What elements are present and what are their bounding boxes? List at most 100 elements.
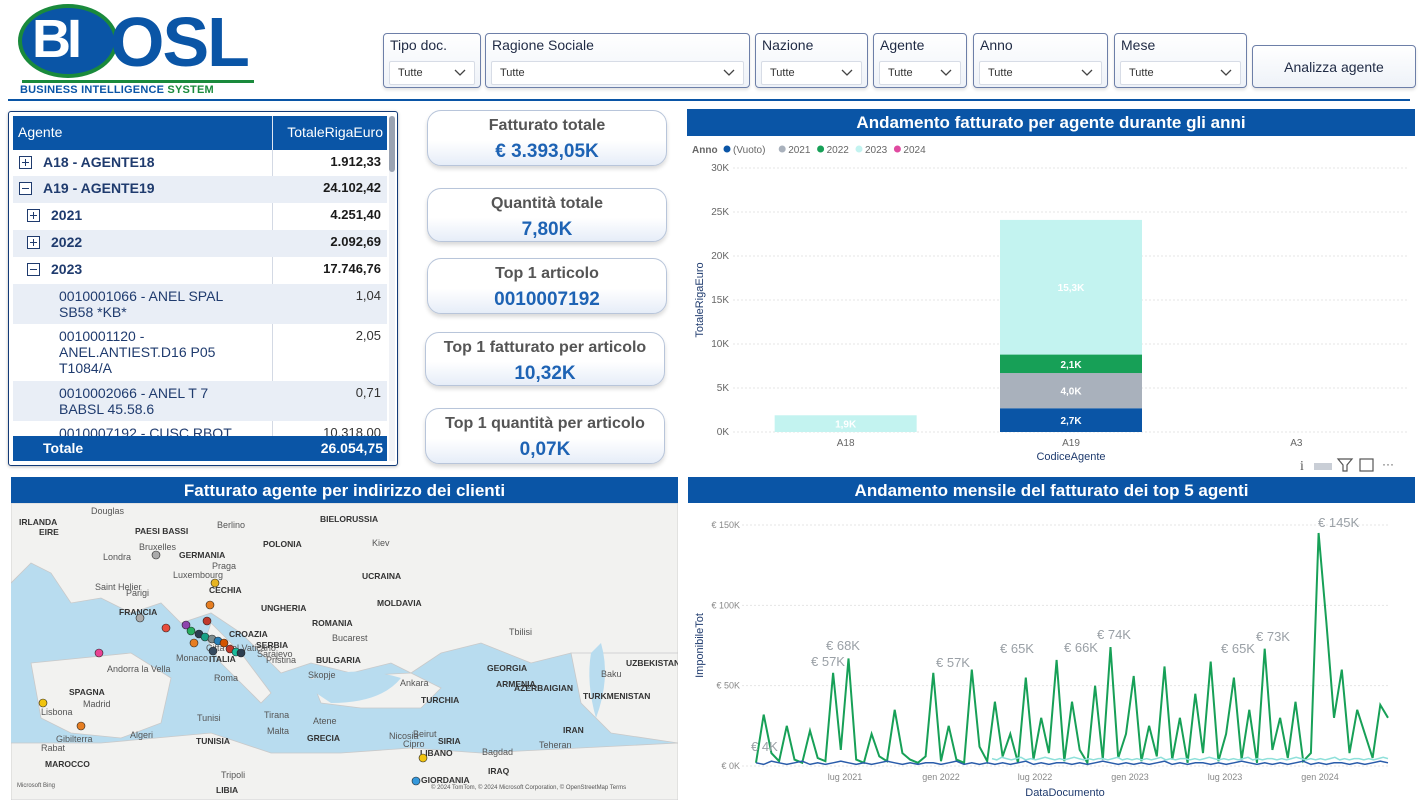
slicer-mese[interactable]: Mese Tutte: [1114, 33, 1247, 88]
customer-location-marker[interactable]: [181, 620, 191, 630]
customer-location-marker[interactable]: [76, 721, 86, 731]
customer-location-marker[interactable]: [151, 550, 161, 560]
table-row[interactable]: 0010002066 - ANEL T 7 BABSL 45.58.6 0,71: [13, 381, 387, 421]
table-row[interactable]: 0010001120 - ANEL.ANTIEST.D16 P05 T1084/…: [13, 324, 387, 381]
legend-title: Anno: [692, 145, 718, 156]
legend-label[interactable]: (Vuoto): [733, 145, 765, 156]
slicer-dropdown[interactable]: Tutte: [491, 61, 744, 85]
map-place-label: Londra: [103, 552, 131, 562]
slicer-nazione[interactable]: Nazione Tutte: [755, 33, 868, 88]
expand-icon[interactable]: [1359, 458, 1374, 472]
legend-marker[interactable]: [723, 145, 731, 153]
map-place-label: Nicosia: [389, 731, 419, 741]
map-place-label: TURCHIA: [421, 695, 459, 705]
chevron-down-icon: [454, 69, 466, 76]
legend-marker[interactable]: [893, 145, 901, 153]
map-place-label: POLONIA: [263, 539, 302, 549]
series-line[interactable]: [755, 760, 1389, 766]
bar-chart[interactable]: Anno (Vuoto) 2021 2022 2023 2024 0K 5K 10K 15K 20K…: [687, 137, 1416, 465]
map-place-label: CROAZIA: [229, 629, 268, 639]
x-tick-label: lug 2022: [1018, 772, 1053, 782]
series-line[interactable]: [755, 532, 1389, 766]
map-place-label: CECHIA: [209, 585, 242, 595]
legend-label[interactable]: 2022: [827, 145, 850, 156]
slicer-dropdown[interactable]: Tutte: [1120, 61, 1241, 85]
map-landmass: [30, 652, 172, 739]
customer-location-marker[interactable]: [135, 613, 145, 623]
customer-location-marker[interactable]: [161, 623, 171, 633]
customer-location-marker[interactable]: [202, 616, 212, 626]
matrix-header: Agente TotaleRigaEuro: [13, 116, 387, 150]
slicer-tipo-doc[interactable]: Tipo doc. Tutte: [383, 33, 481, 88]
slicer-dropdown[interactable]: Tutte: [761, 61, 862, 85]
map-place-label: ARMENIA: [496, 679, 536, 689]
slicer-dropdown[interactable]: Tutte: [389, 61, 475, 85]
customer-location-marker[interactable]: [208, 646, 218, 656]
agent-matrix-table[interactable]: Agente TotaleRigaEuro A18 - AGENTE18 1.9…: [8, 111, 398, 466]
customer-location-marker[interactable]: [418, 753, 428, 763]
visual-toolbar[interactable]: i ···: [1296, 456, 1414, 474]
peak-annotation: € 73K: [1256, 629, 1290, 644]
chevron-down-icon: [1220, 69, 1232, 76]
table-row[interactable]: A18 - AGENTE18 1.912,33: [13, 150, 387, 176]
analizza-agente-button[interactable]: Analizza agente: [1252, 45, 1416, 88]
info-icon[interactable]: i: [1300, 459, 1304, 474]
collapse-icon[interactable]: [19, 182, 32, 195]
slicer-ragione-sociale[interactable]: Ragione Sociale Tutte: [485, 33, 750, 88]
slicer-dropdown[interactable]: Tutte: [879, 61, 961, 85]
table-row[interactable]: 2021 4.251,40: [13, 203, 387, 230]
expand-icon[interactable]: [19, 156, 32, 169]
data-label: 1,9K: [835, 420, 857, 431]
customer-location-marker[interactable]: [205, 600, 215, 610]
legend-marker[interactable]: [855, 145, 863, 153]
customer-location-marker[interactable]: [236, 648, 246, 658]
slicer-anno[interactable]: Anno Tutte: [973, 33, 1108, 88]
legend-label[interactable]: 2024: [903, 145, 926, 156]
customer-location-marker[interactable]: [219, 638, 229, 648]
series-line[interactable]: [991, 756, 1389, 761]
slicer-agente[interactable]: Agente Tutte: [873, 33, 967, 88]
peak-annotation: € 65K: [1221, 641, 1255, 656]
expand-icon[interactable]: [27, 209, 40, 222]
legend-label[interactable]: 2021: [788, 145, 811, 156]
slicer-dropdown[interactable]: Tutte: [979, 61, 1102, 85]
customer-location-marker[interactable]: [186, 626, 196, 636]
y-tick-label: € 150K: [711, 520, 740, 530]
row-value: 2,05: [355, 328, 381, 343]
line-chart[interactable]: € 0K € 50K € 100K € 150K ImponibileTot lug 20…: [688, 503, 1415, 800]
bar-segment[interactable]: [774, 415, 917, 432]
customer-location-marker[interactable]: [210, 578, 220, 588]
bar-segment[interactable]: [1000, 373, 1142, 409]
customer-location-marker[interactable]: [38, 698, 48, 708]
customer-location-marker[interactable]: [189, 638, 199, 648]
focus-bar-icon[interactable]: [1314, 463, 1332, 470]
table-row[interactable]: 0010001066 - ANEL SPAL SB58 *KB* 1,04: [13, 284, 387, 324]
matrix-scrollbar[interactable]: [389, 116, 395, 461]
peak-annotation: € 57K: [936, 655, 970, 670]
y-tick-label: € 100K: [711, 600, 740, 610]
table-row[interactable]: A19 - AGENTE19 24.102,42: [13, 176, 387, 203]
customer-location-marker[interactable]: [94, 648, 104, 658]
filter-icon[interactable]: [1336, 458, 1354, 472]
map-attribution: © 2024 TomTom, © 2024 Microsoft Corporat…: [431, 784, 626, 791]
expand-icon[interactable]: [27, 236, 40, 249]
customer-location-marker[interactable]: [411, 776, 421, 786]
legend-label[interactable]: 2023: [865, 145, 888, 156]
x-tick-label: gen 2024: [1301, 772, 1339, 782]
table-row[interactable]: 2022 2.092,69: [13, 230, 387, 257]
column-header-totale[interactable]: TotaleRigaEuro: [287, 124, 383, 140]
scrollbar-thumb[interactable]: [389, 116, 395, 172]
bar-segment[interactable]: [1000, 408, 1142, 432]
legend-marker[interactable]: [817, 145, 825, 153]
bar-segment[interactable]: [1000, 354, 1142, 374]
table-row[interactable]: 0010007192 - CUSC RBOT 10.318,00: [13, 421, 387, 436]
legend-marker[interactable]: [778, 145, 786, 153]
column-header-agente[interactable]: Agente: [18, 124, 63, 140]
collapse-icon[interactable]: [27, 263, 40, 276]
table-row[interactable]: 2023 17.746,76: [13, 257, 387, 284]
row-label: 0010001066 - ANEL SPAL SB58 *KB*: [59, 288, 223, 320]
bar-segment[interactable]: [1000, 219, 1142, 355]
more-options-icon[interactable]: ···: [1382, 457, 1394, 471]
kpi-quantita-totale: Quantità totale 7,80K: [427, 188, 667, 242]
